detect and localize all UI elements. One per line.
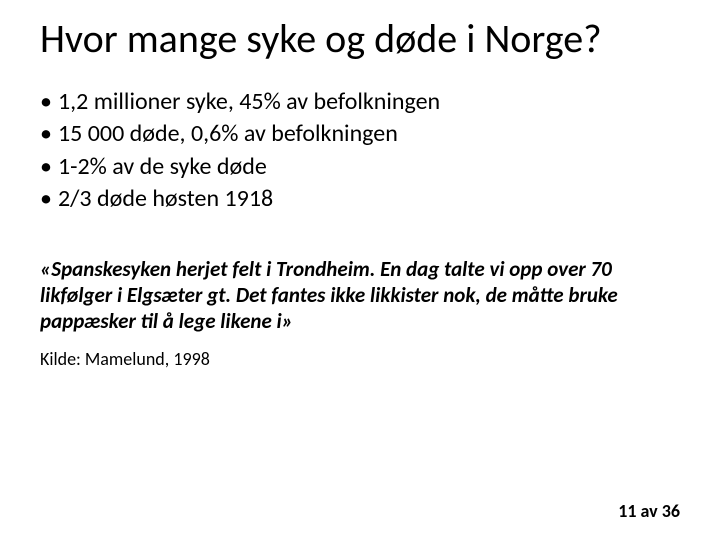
source-text: Kilde: Mamelund, 1998 [40,348,680,371]
list-item: • 1-2% av de syke døde [40,151,680,183]
list-item: • 15 000 døde, 0,6% av befolkningen [40,118,680,150]
bullet-icon: • [40,151,58,183]
bullet-text: 1,2 millioner syke, 45% av befolkningen [58,86,440,118]
bullet-list: • 1,2 millioner syke, 45% av befolkninge… [40,86,680,216]
quote-text: «Spanskesyken herjet felt i Trondheim. E… [40,256,680,335]
list-item: • 1,2 millioner syke, 45% av befolkninge… [40,86,680,118]
bullet-icon: • [40,86,58,118]
page-current: 11 [618,500,636,522]
bullet-icon: • [40,118,58,150]
page-sep: av [636,500,661,522]
bullet-text: 2/3 døde høsten 1918 [58,183,273,215]
slide: Hvor mange syke og døde i Norge? • 1,2 m… [0,0,720,540]
bullet-text: 15 000 døde, 0,6% av befolkningen [58,118,398,150]
list-item: • 2/3 døde høsten 1918 [40,183,680,215]
page-total: 36 [662,500,680,522]
page-indicator: 11 av 36 [618,500,680,522]
slide-title: Hvor mange syke og døde i Norge? [40,18,680,60]
bullet-text: 1-2% av de syke døde [58,151,267,183]
bullet-icon: • [40,183,58,215]
